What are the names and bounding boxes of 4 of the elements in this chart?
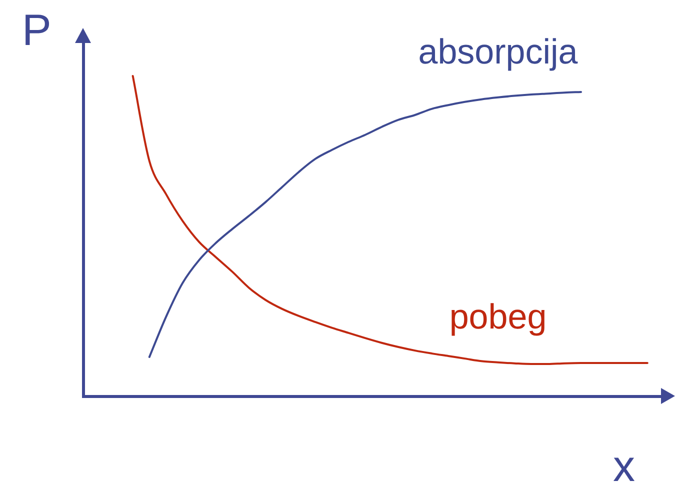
series-label: pobeg [449, 297, 547, 336]
y-axis-title: P [22, 6, 52, 55]
series-label: absorpcija [418, 32, 578, 72]
x-axis-title: x [613, 442, 635, 486]
